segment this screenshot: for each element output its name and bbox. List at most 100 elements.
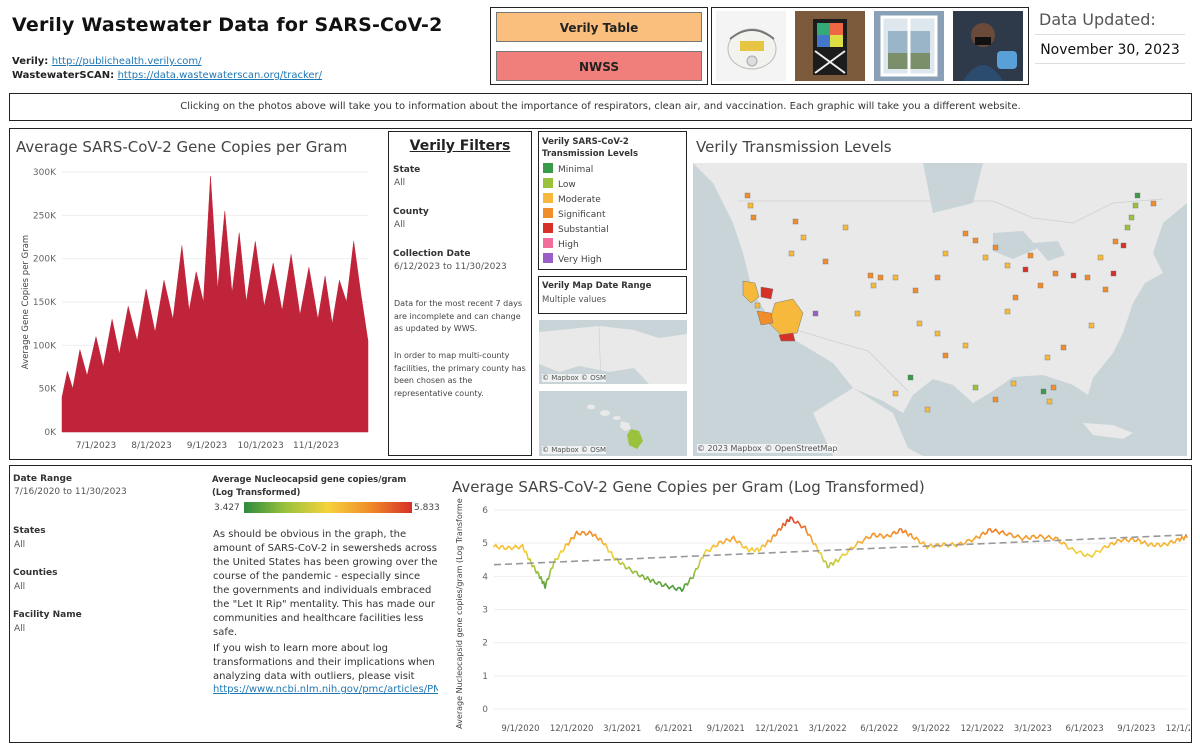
vaccination-photo[interactable]	[953, 11, 1023, 81]
collection-date-value[interactable]: 6/12/2023 to 11/30/2023	[394, 262, 507, 272]
facility-marker	[744, 192, 751, 199]
x-tick-label: 11/1/2023	[293, 441, 339, 451]
facility-marker	[854, 310, 861, 317]
map-date-range-value[interactable]: Multiple values	[542, 295, 607, 305]
county-filter-label: County	[393, 207, 429, 217]
facility-marker	[942, 250, 949, 257]
incomplete-data-note: Data for the most recent 7 days are inco…	[394, 299, 523, 333]
great-lakes-water	[993, 231, 1038, 259]
legend-item-low[interactable]: Low	[543, 178, 576, 190]
log-series-segment	[521, 543, 525, 551]
states-value[interactable]: All	[14, 540, 26, 550]
legend-item-substantial[interactable]: Substantial	[543, 223, 609, 235]
x-tick-label: 6/1/2021	[655, 724, 693, 734]
state-filter-value[interactable]: All	[394, 178, 406, 188]
x-tick-label: 9/1/2021	[707, 724, 745, 734]
log-series-segment	[563, 544, 567, 551]
legend-label-significant: Significant	[558, 210, 606, 220]
verily-table-button[interactable]: Verily Table	[496, 12, 702, 42]
facility-name-value[interactable]: All	[14, 624, 26, 634]
log-series-segment	[606, 546, 610, 553]
hawaii-inset-map[interactable]: © Mapbox © OSM	[539, 391, 687, 456]
photo-notice: Clicking on the photos above will take y…	[9, 93, 1192, 121]
ncbi-article-link[interactable]: https://www.ncbi.nlm.nih.gov/pmc/article…	[213, 684, 438, 695]
log-chart-title: Average SARS-CoV-2 Gene Copies per Gram …	[452, 478, 925, 496]
map-date-range-label: Verily Map Date Range	[542, 281, 652, 291]
y-tick-label: 50K	[39, 385, 57, 395]
map-attribution: © 2023 Mapbox © OpenStreetMap	[697, 444, 838, 453]
y-axis-label: Average Gene Copies per Gram	[21, 235, 31, 369]
respirator-icon	[727, 28, 777, 70]
facility-name-label: Facility Name	[13, 610, 82, 620]
log-series-segment	[1185, 534, 1188, 539]
legend-item-moderate[interactable]: Moderate	[543, 193, 601, 205]
facility-marker	[1027, 252, 1034, 259]
log-series-segment	[551, 562, 555, 569]
legend-item-significant[interactable]: Significant	[543, 208, 606, 220]
open-window-photo[interactable]	[874, 11, 944, 81]
legend-label-high: High	[558, 240, 579, 250]
facility-marker	[870, 282, 877, 289]
nwss-button[interactable]: NWSS	[496, 51, 702, 81]
date-range-value[interactable]: 7/16/2020 to 11/30/2023	[14, 487, 127, 497]
facility-marker	[1060, 344, 1067, 351]
log-series-segment	[804, 525, 808, 533]
facility-marker	[1050, 384, 1057, 391]
legend-item-very-high[interactable]: Very High	[543, 253, 602, 265]
facility-marker	[934, 274, 941, 281]
log-series-segment	[825, 561, 829, 569]
y-tick-label: 3	[482, 606, 488, 616]
facility-marker	[1046, 398, 1053, 405]
facility-marker	[1134, 192, 1141, 199]
facility-marker	[750, 214, 757, 221]
transmission-map[interactable]: © 2023 Mapbox © OpenStreetMap	[693, 163, 1187, 456]
legend-swatch-low	[543, 178, 553, 188]
hudson-bay-water	[923, 163, 983, 213]
facility-marker	[1037, 282, 1044, 289]
photo-link-strip	[711, 7, 1029, 85]
facility-marker	[1102, 286, 1109, 293]
counties-value[interactable]: All	[14, 582, 26, 592]
facility-marker	[1084, 274, 1091, 281]
facility-marker	[1012, 294, 1019, 301]
log-series-segment	[698, 559, 701, 567]
facility-marker	[1150, 200, 1157, 207]
trend-line	[493, 534, 1188, 566]
log-series-segment	[548, 569, 552, 577]
x-tick-label: 6/1/2023	[1066, 724, 1104, 734]
respirator-photo[interactable]	[716, 11, 786, 81]
y-tick-label: 300K	[33, 168, 57, 178]
x-tick-label: 3/1/2021	[603, 724, 641, 734]
facility-marker	[907, 374, 914, 381]
alaska-inset-map[interactable]: © Mapbox © OSM	[539, 320, 687, 384]
facility-marker	[1124, 224, 1131, 231]
air-purifier-photo[interactable]	[795, 11, 865, 81]
x-tick-label: 3/1/2022	[808, 724, 846, 734]
log-series-segment	[775, 529, 779, 536]
facility-marker	[1097, 254, 1104, 261]
hawaii-attribution: © Mapbox © OSM	[542, 446, 607, 454]
county-filter-value[interactable]: All	[394, 220, 406, 230]
y-tick-label: 100K	[33, 341, 57, 351]
facility-marker	[867, 272, 874, 279]
y-tick-label: 150K	[33, 298, 57, 308]
facility-marker	[892, 390, 899, 397]
mexico-land	[813, 388, 923, 456]
legend-item-minimal[interactable]: Minimal	[543, 163, 593, 175]
facility-marker	[754, 302, 761, 309]
us-map-canvas	[693, 163, 1187, 456]
multi-county-note: In order to map multi-county facilities,…	[394, 351, 526, 398]
facility-marker	[1022, 266, 1029, 273]
legend-item-high[interactable]: High	[543, 238, 579, 250]
log-series-segment	[692, 571, 696, 579]
x-tick-label: 7/1/2023	[76, 441, 116, 451]
facility-region	[778, 332, 796, 342]
source-wastewaterscan-link[interactable]: https://data.wastewaterscan.org/tracker/	[117, 70, 323, 81]
x-tick-label: 12/1/2023	[1166, 724, 1190, 734]
facility-marker	[1004, 308, 1011, 315]
facility-marker	[962, 342, 969, 349]
source-verily-link[interactable]: http://publichealth.verily.com/	[51, 56, 202, 67]
facility-marker	[800, 234, 807, 241]
legend-label-very-high: Very High	[558, 255, 602, 265]
bar-chart-title: Average SARS-CoV-2 Gene Copies per Gram	[16, 138, 348, 156]
